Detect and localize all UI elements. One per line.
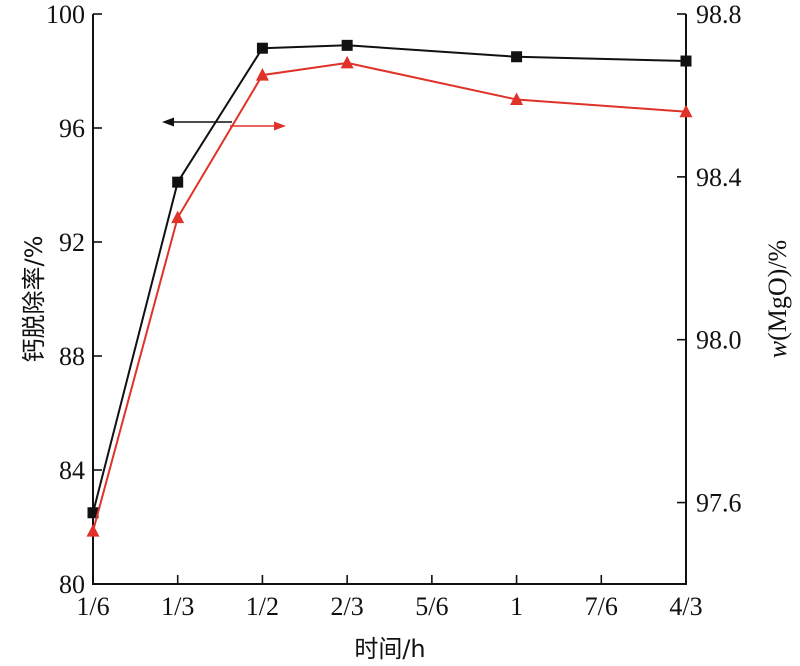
x-tick-label: 1/6 <box>76 592 109 621</box>
x-tick-label: 1 <box>510 592 523 621</box>
series-1-point <box>256 42 268 54</box>
y-axis-right-title-rest: (MgO)/% <box>763 240 792 341</box>
series-1-point <box>680 55 692 67</box>
y-left-tick-label: 84 <box>59 456 85 485</box>
x-axis-title: 时间/h <box>354 635 425 663</box>
series-2-point <box>255 68 269 81</box>
series-2-point <box>679 104 693 118</box>
y-axis-right-title-italic: w <box>763 340 792 358</box>
x-tick-label: 1/3 <box>161 592 194 621</box>
series-2-line <box>92 61 687 532</box>
x-tick-label: 5/6 <box>415 592 448 621</box>
y-axis-left-title: 钙脱除率/% <box>20 236 48 363</box>
axes <box>92 14 687 585</box>
series-1-point <box>172 176 184 188</box>
series-1-point <box>87 507 99 519</box>
y-left-tick-label: 88 <box>59 342 85 371</box>
legend-arrow-head-1 <box>162 117 174 127</box>
x-tick-label: 4/3 <box>669 592 702 621</box>
y-left-tick-label: 92 <box>59 228 85 257</box>
series-2-point <box>171 210 185 224</box>
x-tick-label: 1/2 <box>246 592 279 621</box>
series-1-line <box>92 44 687 514</box>
series-2-point <box>86 524 100 537</box>
y-left-tick-label: 100 <box>46 0 85 29</box>
ticks: 1/6 1/3 1/2 2/3 5/6 1 7/6 4/3 80 84 88 92 96 100 97.6 9… <box>46 0 742 621</box>
series-1-point <box>511 51 523 63</box>
y-left-tick-label: 80 <box>59 570 85 599</box>
y-right-tick-label: 98.8 <box>696 0 742 29</box>
y-right-tick-label: 97.6 <box>696 489 742 518</box>
y-right-tick-label: 98.0 <box>696 326 742 355</box>
y-axis-right-title: w(MgO)/% <box>763 240 792 358</box>
series-2-point <box>510 92 524 105</box>
legend-arrow-head-2 <box>274 121 286 131</box>
series-layer <box>86 39 693 537</box>
series-1-point <box>341 39 353 51</box>
x-tick-label: 7/6 <box>585 592 618 621</box>
x-tick-label: 2/3 <box>331 592 364 621</box>
y-right-tick-label: 98.4 <box>696 163 742 192</box>
legend-arrows <box>162 117 286 131</box>
y-left-tick-label: 96 <box>59 114 85 143</box>
series-2-point <box>340 55 354 69</box>
